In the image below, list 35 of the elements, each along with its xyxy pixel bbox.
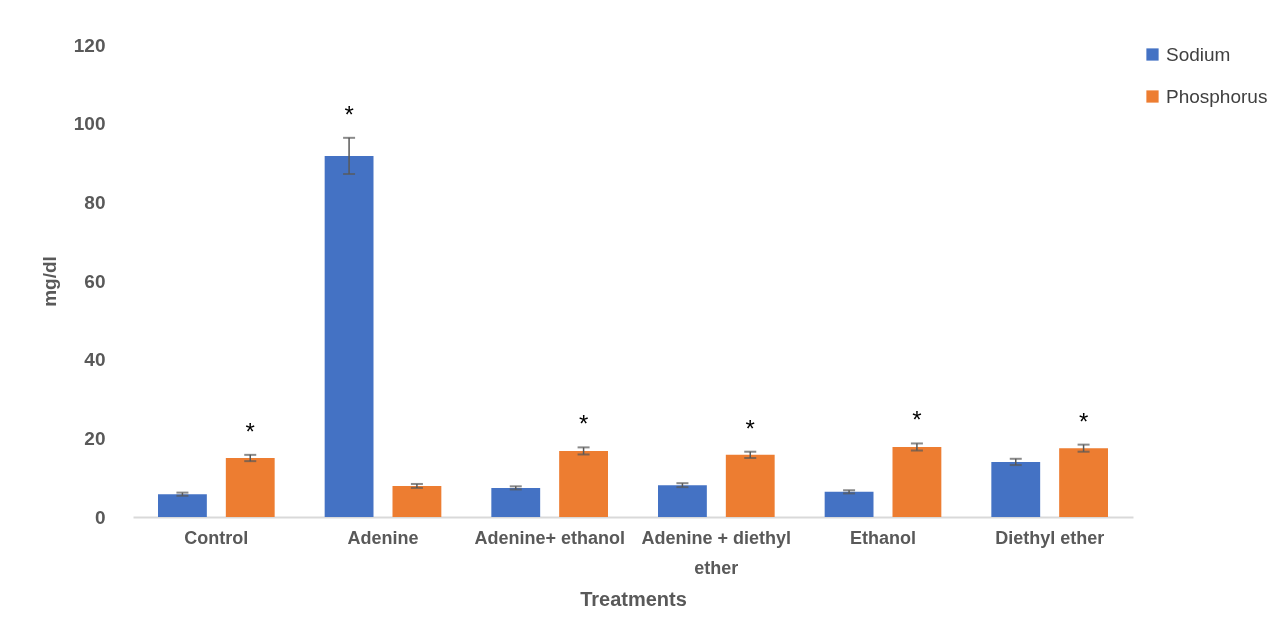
bar: [491, 487, 541, 517]
bar: [725, 454, 775, 517]
bar: [991, 461, 1041, 517]
x-tick-label: Ethanol: [850, 527, 916, 548]
data-label: *: [912, 406, 922, 434]
y-tick-label: 0: [94, 506, 106, 528]
data-label: *: [1078, 407, 1089, 435]
x-tick-label: Adenine + diethyl ether: [641, 527, 792, 578]
y-tick-label: 20: [84, 427, 106, 449]
bar: [225, 458, 275, 517]
y-tick-label: 100: [73, 113, 106, 135]
bar: [824, 491, 874, 517]
bar: [658, 485, 707, 517]
x-tick-label: Adenine: [347, 527, 419, 548]
bar: [158, 494, 207, 517]
x-tick-label: Control: [184, 527, 249, 548]
data-label: *: [344, 100, 354, 128]
bar: [892, 446, 942, 517]
bar: [1059, 448, 1108, 517]
y-tick-label: 60: [84, 270, 106, 292]
y-tick-label: 40: [84, 349, 106, 371]
x-axis-title: Treatments: [580, 587, 687, 610]
legend-label: Sodium: [1166, 43, 1231, 65]
bar: [559, 450, 608, 517]
legend-label: Phosphorus: [1166, 85, 1268, 107]
y-tick-label: 80: [84, 191, 106, 213]
x-tick-label: Adenine+ ethanol: [474, 527, 625, 548]
data-label: *: [745, 414, 755, 442]
y-axis-title: mg/dl: [38, 256, 60, 307]
data-label: *: [578, 410, 589, 438]
data-label: *: [245, 417, 255, 445]
x-tick-label: Diethyl ether: [995, 527, 1105, 548]
bar: [392, 485, 442, 517]
y-tick-label: 120: [73, 34, 106, 56]
bar: [324, 155, 374, 517]
